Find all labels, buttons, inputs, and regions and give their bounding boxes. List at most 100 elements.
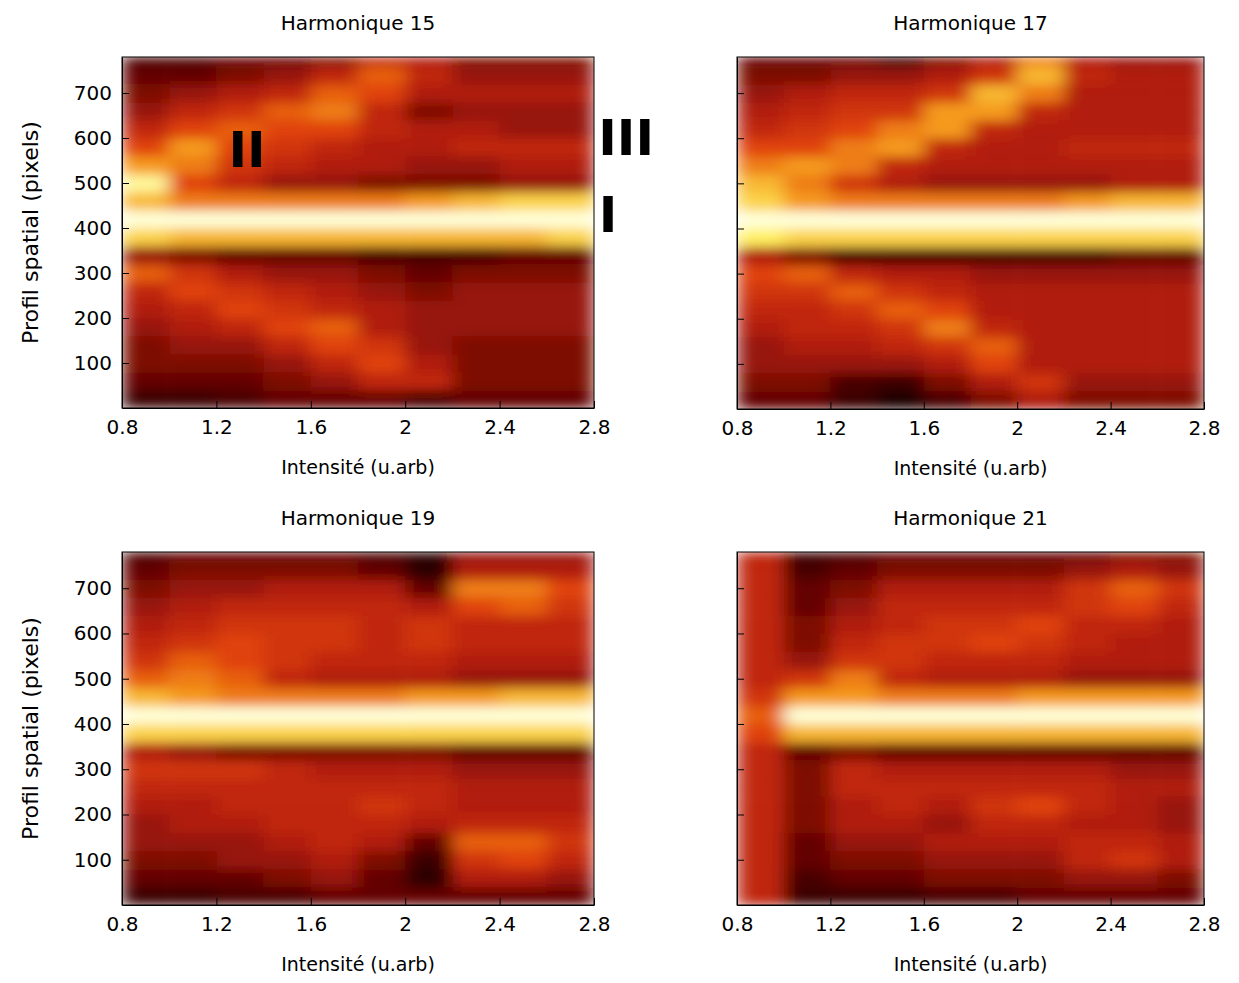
heatmap-cell <box>924 670 971 689</box>
heatmap-cell <box>877 192 924 211</box>
chart-title: Harmonique 21 <box>893 506 1048 530</box>
annotation: III <box>598 109 654 167</box>
heatmap-cell <box>784 742 831 761</box>
heatmap-cell <box>264 670 312 689</box>
heatmap-cell <box>1064 373 1111 392</box>
heatmap-cell <box>1157 887 1204 905</box>
heatmap-cell <box>971 102 1018 121</box>
heatmap-cell <box>122 84 170 103</box>
heatmap-cell <box>547 552 594 562</box>
heatmap-cell <box>877 561 924 580</box>
heatmap-cell <box>547 84 594 103</box>
heatmap-cell <box>830 742 877 761</box>
heatmap-cell <box>216 833 264 852</box>
heatmap-cell <box>877 319 924 338</box>
heatmap-cell <box>1064 742 1111 761</box>
tick <box>737 814 744 815</box>
heatmap-cell <box>358 57 406 67</box>
heatmap-cell <box>452 318 500 337</box>
tick-mark <box>122 183 129 184</box>
tick <box>737 588 744 589</box>
heatmap-cell <box>1017 851 1064 870</box>
heatmap-cell <box>971 57 1018 67</box>
heatmap-cell <box>500 778 548 797</box>
heatmap-cell <box>500 318 548 337</box>
heatmap-cell <box>358 706 406 725</box>
heatmap-cell <box>784 355 831 374</box>
heatmap-cell <box>830 391 877 409</box>
heatmap-cell <box>547 778 594 797</box>
heatmap-cell <box>547 300 594 319</box>
tick-mark <box>1204 898 1205 905</box>
heatmap-cell <box>311 354 359 373</box>
heatmap-cell <box>830 138 877 157</box>
heatmap-cell <box>122 336 170 355</box>
heatmap-cell <box>1111 796 1158 815</box>
heatmap-cell <box>971 84 1018 103</box>
tick: 2.4 <box>1095 402 1127 440</box>
tick: 2.8 <box>1189 898 1221 936</box>
tick-mark <box>311 401 312 408</box>
heatmap-cell <box>737 833 784 852</box>
tick-mark <box>924 402 925 409</box>
heatmap-cell <box>924 120 971 139</box>
heatmap-cell <box>971 192 1018 211</box>
heatmap-cell <box>169 192 217 211</box>
heatmap-cell <box>924 301 971 320</box>
tick-label: 100 <box>74 848 112 872</box>
heatmap-cell <box>169 336 217 355</box>
heatmap-cell <box>1111 561 1158 580</box>
heatmap-cell <box>1064 228 1111 247</box>
heatmap-cell <box>358 688 406 707</box>
heatmap-cell <box>311 138 359 157</box>
heatmap-cell <box>1017 760 1064 779</box>
heatmap-cell <box>264 120 312 139</box>
heatmap-cell <box>1157 597 1204 616</box>
heatmap-cell <box>784 192 831 211</box>
tick: 300 <box>74 261 129 285</box>
heatmap-cell <box>358 192 406 211</box>
heatmap-cell <box>169 138 217 157</box>
heatmap-cell <box>1111 778 1158 797</box>
tick-mark <box>737 724 744 725</box>
heatmap-cell <box>452 84 500 103</box>
heatmap-cell <box>264 633 312 652</box>
tick: 2.8 <box>579 898 611 936</box>
heatmap-cell <box>830 869 877 888</box>
tick: 2.8 <box>1189 402 1221 440</box>
heatmap-cell <box>924 337 971 356</box>
heatmap-cell <box>122 760 170 779</box>
heatmap-cell <box>971 869 1018 888</box>
tick: 1.6 <box>908 402 940 440</box>
heatmap-cell <box>452 264 500 283</box>
tick-label: 2.4 <box>1095 416 1127 440</box>
heatmap-cell <box>784 688 831 707</box>
heatmap-cell <box>737 796 784 815</box>
heatmap-cell <box>547 851 594 870</box>
heatmap-cell <box>216 597 264 616</box>
tick-label: 1.6 <box>908 912 940 936</box>
heatmap-cell <box>1157 760 1204 779</box>
heatmap-cell <box>500 228 548 247</box>
heatmap-cell <box>405 869 453 888</box>
heatmap-cell <box>216 615 264 634</box>
heatmap-cell <box>971 796 1018 815</box>
heatmap-cell <box>971 552 1018 562</box>
tick-mark <box>405 401 406 408</box>
heatmap-cell <box>405 652 453 671</box>
heatmap-cell <box>264 228 312 247</box>
tick-mark <box>500 401 501 408</box>
heatmap-cell <box>216 869 264 888</box>
heatmap-cell <box>311 760 359 779</box>
heatmap-cell <box>169 57 217 67</box>
x-axis-title: Intensité (u.arb) <box>281 953 435 975</box>
heatmap-cell <box>1017 833 1064 852</box>
heatmap-cell <box>1064 814 1111 833</box>
heatmap-cell <box>311 57 359 67</box>
heatmap-cell <box>547 138 594 157</box>
heatmap-cell <box>122 318 170 337</box>
tick-label: 2 <box>1011 912 1024 936</box>
heatmap-cell <box>784 724 831 743</box>
heatmap-cell <box>169 264 217 283</box>
heatmap-cell <box>830 355 877 374</box>
